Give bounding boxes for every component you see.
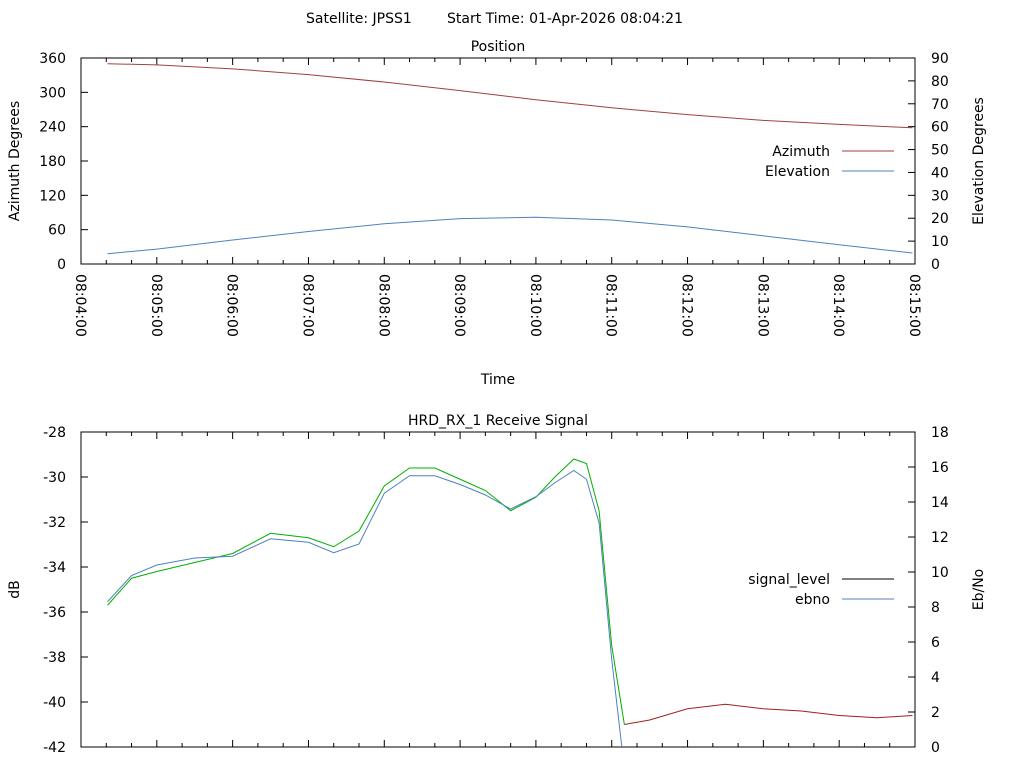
y-tick-label: 0 [57,257,66,273]
y2-tick-label: 8 [931,600,940,616]
legend-label: ebno [795,592,830,608]
y-axis-label: dB [7,580,23,599]
x-tick-label: 08:12:00 [679,274,695,337]
y-axis-label: Azimuth Degrees [7,101,23,221]
x-tick-label: 08:11:00 [603,274,619,337]
series-line-signal_level-low [624,703,913,725]
y-tick-label: -34 [43,560,66,576]
y2-tick-label: 80 [931,74,949,90]
y-tick-label: -42 [43,740,66,756]
y2-tick-label: 20 [931,211,949,227]
y2-tick-label: 16 [931,460,949,476]
y2-tick-label: 50 [931,143,949,159]
y-tick-label: 360 [39,51,66,67]
y2-tick-label: 6 [931,635,940,651]
y-tick-label: -36 [43,605,66,621]
x-tick-label: 08:15:00 [906,274,922,337]
legend-label: signal_level [748,572,830,588]
x-tick-label: 08:08:00 [375,274,391,337]
plot-frame [80,57,916,265]
chart-title: Position [471,39,526,55]
y-tick-label: 240 [39,120,66,136]
y-tick-label: -38 [43,650,66,666]
series-line-ebno [107,469,623,747]
x-tick-label: 08:07:00 [299,274,315,337]
y2-tick-label: 2 [931,705,940,721]
y-tick-label: -28 [43,425,66,441]
y2-tick-label: 60 [931,120,949,136]
y2-tick-label: 12 [931,530,949,546]
legend-label: Azimuth [772,144,830,160]
receive-signal-chart: HRD_RX_1 Receive Signal -42 -40 -38 -36 -34 -3… [7,413,987,756]
legend-label: Elevation [765,164,830,180]
x-tick-label: 08:14:00 [830,274,846,337]
position-chart: Position 0 60 120 180 240 300 360 0 10 20 30 40 50 60 7… [7,39,987,388]
series-line-Azimuth [107,63,913,129]
chart-title: HRD_RX_1 Receive Signal [408,413,588,429]
y2-tick-label: 40 [931,165,949,181]
plot-frame [80,431,916,748]
y2-tick-label: 0 [931,740,940,756]
x-tick-label: 08:04:00 [72,274,88,337]
y2-tick-label: 4 [931,670,940,686]
y2-tick-label: 18 [931,425,949,441]
y2-axis-label: Eb/No [971,569,987,611]
satellite-label: Satellite: JPSS1 [306,11,412,27]
y2-axis-label: Elevation Degrees [971,97,987,225]
x-tick-label: 08:13:00 [754,274,770,337]
x-tick-label: 08:10:00 [527,274,543,337]
series-line-signal_level [107,458,625,725]
series-line-Elevation [107,216,913,255]
y-tick-label: 300 [39,85,66,101]
y2-tick-label: 70 [931,97,949,113]
y2-tick-label: 0 [931,257,940,273]
start-time-label: Start Time: 01-Apr-2026 08:04:21 [447,11,683,27]
y-tick-label: 180 [39,154,66,170]
y2-tick-label: 90 [931,51,949,67]
x-axis-label: Time [480,372,515,388]
y2-tick-label: 14 [931,495,949,511]
y-tick-label: -32 [43,515,66,531]
x-tick-label: 08:05:00 [148,274,164,337]
x-tick-label: 08:06:00 [224,274,240,337]
y-tick-label: 60 [48,223,66,239]
y2-tick-label: 30 [931,188,949,204]
y2-tick-label: 10 [931,234,949,250]
y-tick-label: 120 [39,188,66,204]
y-tick-label: -30 [43,470,66,486]
y2-tick-label: 10 [931,565,949,581]
y-tick-label: -40 [43,695,66,711]
x-tick-label: 08:09:00 [451,274,467,337]
